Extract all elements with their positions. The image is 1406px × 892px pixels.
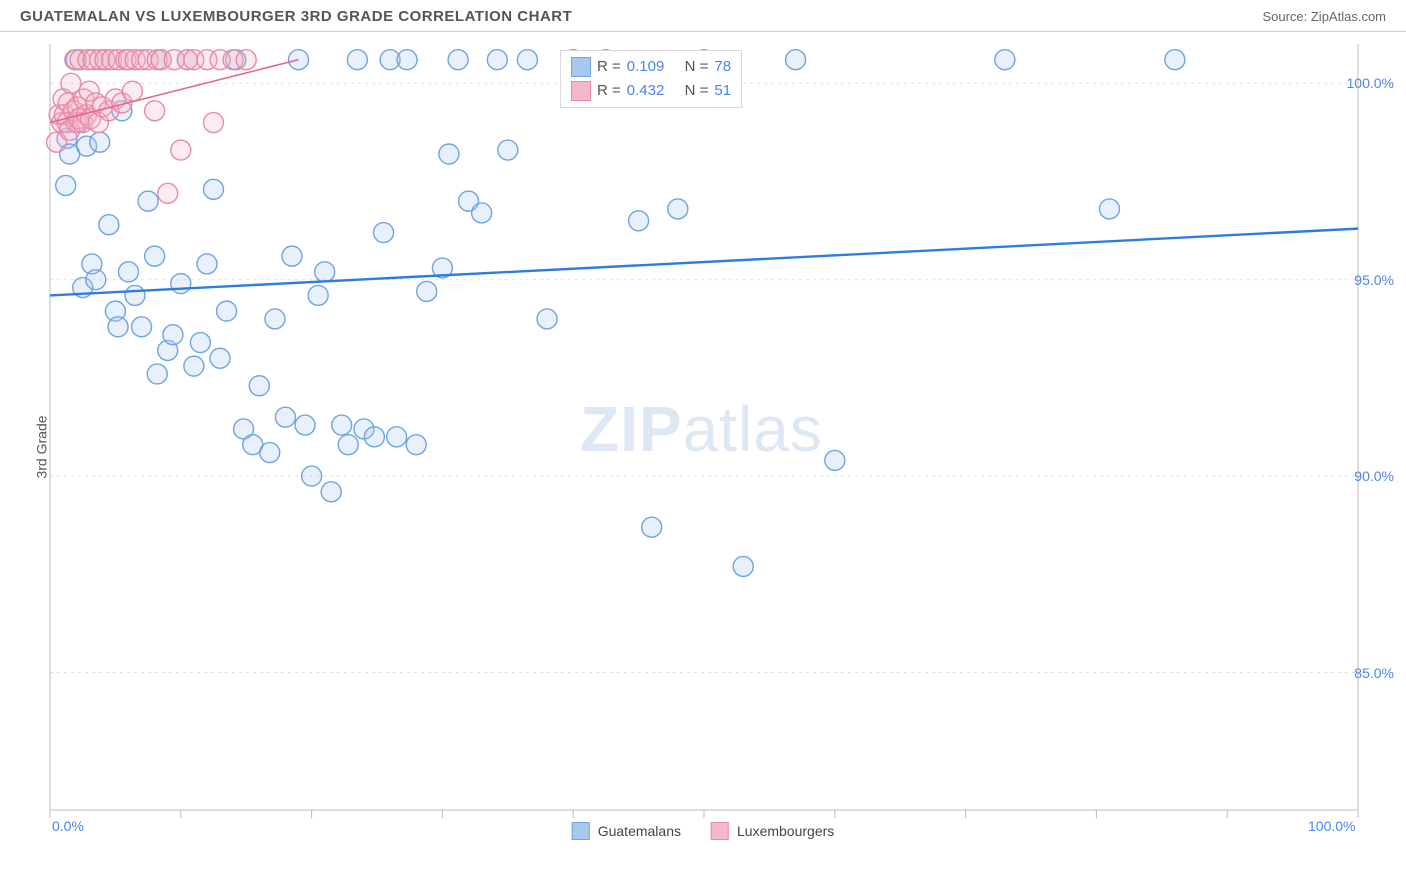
y-tick-label: 100.0% xyxy=(1347,75,1394,91)
legend-label: Luxembourgers xyxy=(737,823,834,839)
y-axis-label: 3rd Grade xyxy=(34,415,50,478)
r-label: R = xyxy=(597,79,621,103)
chart-header: GUATEMALAN VS LUXEMBOURGER 3RD GRADE COR… xyxy=(0,0,1406,32)
r-value: 0.109 xyxy=(627,55,665,79)
r-value: 0.432 xyxy=(627,79,665,103)
y-tick-label: 90.0% xyxy=(1354,468,1394,484)
chart-source: Source: ZipAtlas.com xyxy=(1262,9,1386,24)
correlation-row: R = 0.432 N = 51 xyxy=(571,79,731,103)
legend-item: Luxembourgers xyxy=(711,822,834,840)
scatter-chart xyxy=(0,32,1406,862)
swatch-icon xyxy=(571,57,591,77)
chart-container: 3rd Grade ZIPatlas R = 0.109 N = 78 R = … xyxy=(0,32,1406,862)
legend-label: Guatemalans xyxy=(598,823,681,839)
y-tick-label: 95.0% xyxy=(1354,272,1394,288)
n-value: 78 xyxy=(714,55,731,79)
x-tick-label: 100.0% xyxy=(1308,818,1355,834)
n-label: N = xyxy=(685,79,709,103)
swatch-icon xyxy=(572,822,590,840)
n-label: N = xyxy=(685,55,709,79)
correlation-row: R = 0.109 N = 78 xyxy=(571,55,731,79)
swatch-icon xyxy=(711,822,729,840)
correlation-box: R = 0.109 N = 78 R = 0.432 N = 51 xyxy=(560,50,742,108)
y-tick-label: 85.0% xyxy=(1354,665,1394,681)
n-value: 51 xyxy=(714,79,731,103)
legend-bottom: Guatemalans Luxembourgers xyxy=(572,822,835,840)
legend-item: Guatemalans xyxy=(572,822,681,840)
swatch-icon xyxy=(571,81,591,101)
chart-title: GUATEMALAN VS LUXEMBOURGER 3RD GRADE COR… xyxy=(20,8,572,25)
r-label: R = xyxy=(597,55,621,79)
x-tick-label: 0.0% xyxy=(52,818,84,834)
